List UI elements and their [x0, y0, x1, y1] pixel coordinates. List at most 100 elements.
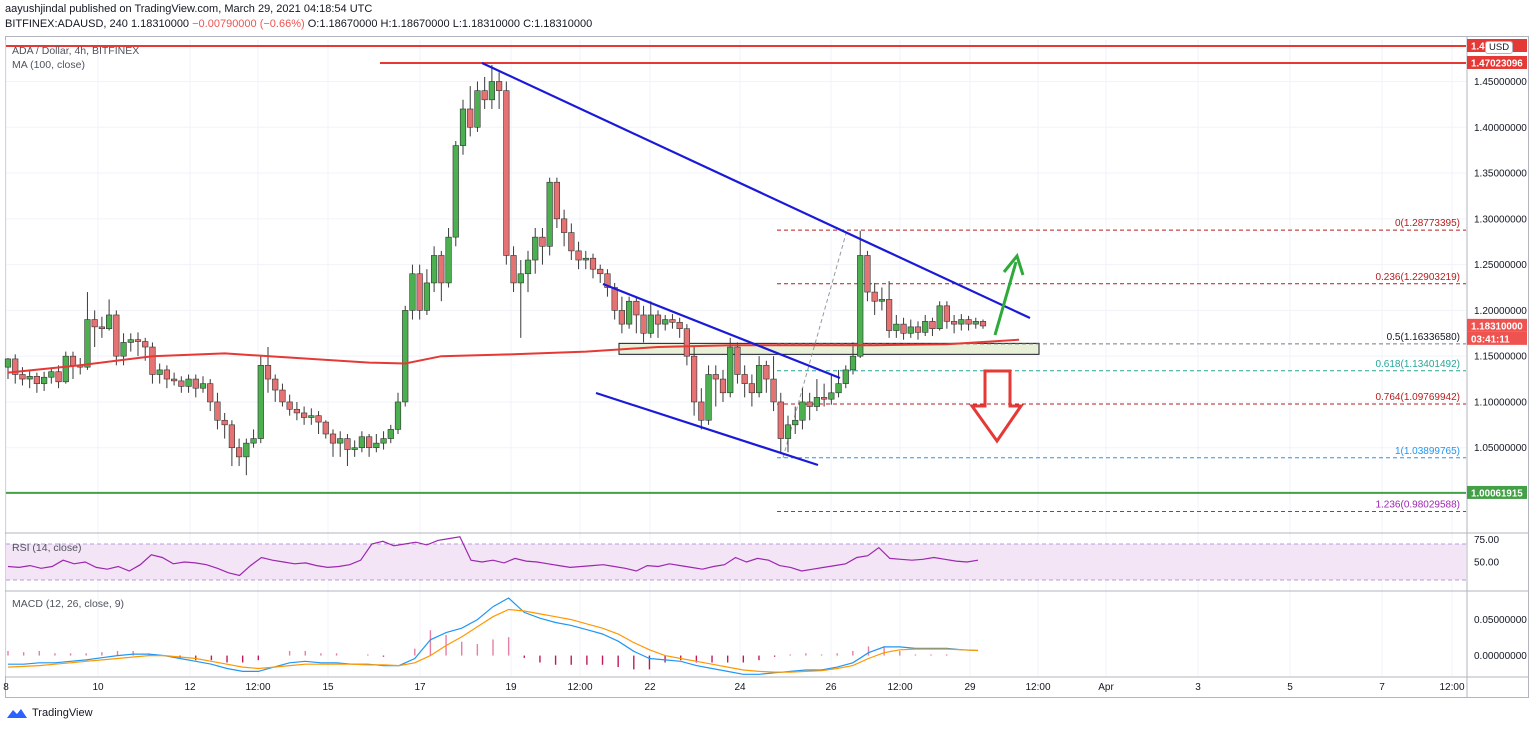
price-label-text: 1.47023096	[1471, 58, 1523, 69]
candle	[626, 296, 633, 329]
candle	[582, 250, 589, 270]
candle	[633, 296, 640, 334]
candle-body	[214, 401, 221, 421]
candle-body	[871, 291, 878, 302]
candle	[719, 369, 727, 402]
candle-body	[431, 255, 438, 284]
candle-body	[4, 358, 12, 368]
candle-body	[62, 355, 69, 383]
candle-body	[676, 321, 683, 329]
candle	[539, 227, 546, 265]
candle-body	[257, 365, 264, 439]
candle-body	[91, 319, 98, 328]
candle	[900, 317, 907, 340]
candle-body	[575, 250, 582, 261]
candle	[683, 324, 690, 366]
candle	[279, 383, 286, 407]
candle	[510, 246, 517, 293]
candle-body	[373, 442, 380, 449]
candle	[358, 431, 365, 453]
candle-body	[979, 321, 987, 327]
candle	[532, 227, 539, 274]
fib-level-label: 1(1.03899765)	[1395, 446, 1460, 457]
candle-body	[445, 236, 452, 284]
candle	[669, 314, 676, 329]
currency-selector[interactable]: USD	[1485, 41, 1514, 54]
candle-body	[19, 374, 26, 380]
candle	[676, 317, 683, 338]
footer-brand[interactable]: TradingView	[6, 706, 93, 720]
candle-body	[777, 401, 784, 439]
signal-line	[7, 608, 979, 673]
candle	[409, 264, 416, 320]
candle	[156, 363, 163, 384]
candle	[380, 431, 387, 450]
candle	[546, 177, 553, 256]
candle	[264, 347, 272, 393]
candle	[734, 342, 741, 384]
x-tick-label: 12:00	[567, 682, 592, 693]
candle	[416, 264, 423, 320]
candle-body	[914, 326, 922, 333]
y-tick-label: 1.35000000	[1474, 169, 1527, 180]
candle-body	[922, 321, 929, 333]
candle-body	[669, 319, 676, 323]
candle	[951, 314, 958, 334]
candle	[431, 246, 438, 293]
candle-body	[156, 369, 163, 375]
candle-body	[611, 287, 618, 311]
candle	[366, 433, 373, 457]
candle	[4, 357, 12, 380]
candle	[308, 408, 315, 425]
candle-body	[185, 378, 192, 387]
candle	[236, 438, 243, 467]
publisher-text: aayushjindal published on TradingView.co…	[5, 3, 373, 15]
x-tick-label: 22	[644, 682, 656, 693]
candle-body	[178, 380, 185, 387]
candle-body	[33, 376, 40, 384]
candle	[886, 281, 893, 338]
bullish-arrow-head-icon	[1002, 252, 1025, 276]
candle-body	[741, 374, 748, 384]
candle-body	[618, 310, 625, 325]
candle-body	[792, 419, 799, 426]
candle	[597, 264, 604, 283]
channel-lower-line	[595, 391, 819, 467]
candle	[712, 365, 719, 407]
y-tick-label: 1.15000000	[1474, 352, 1527, 363]
candle	[459, 99, 467, 155]
candle	[799, 388, 806, 430]
candle	[178, 376, 185, 393]
brand-name: TradingView	[32, 707, 93, 719]
candle	[315, 411, 322, 434]
candle-body	[163, 369, 170, 380]
x-tick-label: 10	[92, 682, 104, 693]
candle	[26, 370, 33, 389]
candle	[922, 314, 929, 337]
rsi-tick-label: 50.00	[1474, 558, 1499, 569]
price-label-box	[1467, 331, 1527, 345]
candle-body	[192, 378, 199, 389]
candle-body	[55, 371, 62, 383]
ma-legend: MA (100, close)	[12, 59, 85, 71]
candle	[561, 209, 568, 247]
x-tick-label: 7	[1379, 682, 1385, 693]
x-tick-label: 12:00	[245, 682, 270, 693]
candle	[214, 392, 221, 430]
candle	[257, 356, 264, 444]
candle-body	[561, 218, 568, 233]
candle-body	[329, 433, 337, 444]
fib-level-label: 0.236(1.22903219)	[1375, 272, 1460, 283]
rsi-legend: RSI (14, close)	[12, 542, 82, 554]
candle-body	[301, 412, 308, 418]
candle-body	[308, 415, 315, 418]
candle	[387, 424, 394, 444]
candle-body	[286, 401, 293, 410]
candle-body	[784, 424, 792, 439]
candle	[301, 406, 308, 425]
candle	[503, 81, 510, 265]
candle	[806, 392, 813, 421]
candle-body	[26, 376, 33, 380]
candle	[33, 372, 40, 393]
